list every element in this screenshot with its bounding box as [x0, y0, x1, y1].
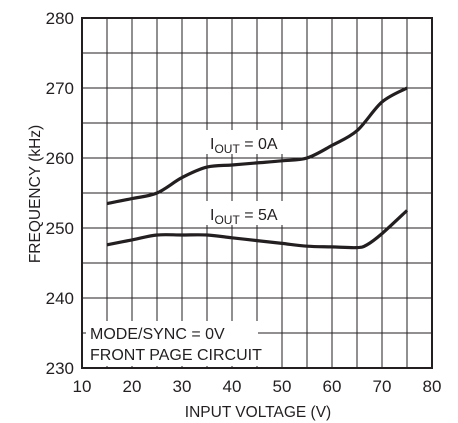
y-tick-label: 240	[46, 289, 74, 308]
annotation-bg	[86, 321, 258, 366]
y-tick-label: 250	[46, 219, 74, 238]
grid	[82, 18, 432, 368]
series-label-iout-5a: IOUT = 5A	[210, 207, 278, 227]
y-axis-label: FREQUENCY (kHz)	[27, 125, 44, 263]
y-tick-labels: 230 240 250 260 270 280	[46, 9, 74, 378]
x-tick-label: 80	[423, 377, 442, 396]
x-tick-label: 40	[223, 377, 242, 396]
x-tick-label: 20	[123, 377, 142, 396]
y-tick-label: 280	[46, 9, 74, 28]
plot-frame	[81, 17, 433, 369]
series-label-bg-0a	[204, 130, 288, 154]
x-tick-labels: 10 20 30 40 50 60 70 80	[73, 377, 442, 396]
x-tick-label: 30	[173, 377, 192, 396]
series-line-iout-0a	[106, 86, 408, 206]
y-tick-label: 230	[46, 359, 74, 378]
x-axis-label: INPUT VOLTAGE (V)	[185, 404, 331, 421]
y-tick-label: 270	[46, 79, 74, 98]
x-tick-label: 60	[323, 377, 342, 396]
annotation-front-page-circuit: FRONT PAGE CIRCUIT	[90, 347, 262, 364]
annotation-mode-sync: MODE/SYNC = 0V	[90, 326, 225, 343]
x-tick-label: 10	[73, 377, 92, 396]
x-tick-label: 50	[273, 377, 292, 396]
series-layer	[106, 86, 409, 250]
series-label-bg-5a	[204, 201, 294, 225]
series-label-iout-0a: IOUT = 0A	[210, 136, 278, 156]
series-line-iout-5a	[106, 209, 409, 250]
y-tick-label: 260	[46, 149, 74, 168]
x-tick-label: 70	[373, 377, 392, 396]
